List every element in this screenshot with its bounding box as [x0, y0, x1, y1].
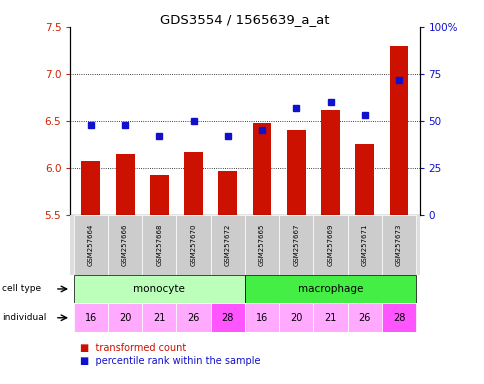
Text: individual: individual	[2, 313, 46, 322]
Bar	[210, 215, 244, 275]
Bar	[381, 303, 415, 332]
Bar	[218, 171, 237, 215]
Bar	[81, 161, 100, 215]
Text: GSM257666: GSM257666	[122, 223, 128, 266]
Text: 21: 21	[153, 313, 165, 323]
Text: GSM257665: GSM257665	[258, 223, 264, 266]
Bar	[176, 303, 210, 332]
Bar	[320, 110, 339, 215]
Bar	[286, 130, 305, 215]
Bar	[347, 215, 381, 275]
Text: ■  transformed count: ■ transformed count	[80, 343, 186, 353]
Bar	[74, 303, 108, 332]
Text: 20: 20	[119, 313, 131, 323]
Bar	[184, 152, 203, 215]
Bar	[74, 215, 108, 275]
Text: cell type: cell type	[2, 285, 42, 293]
Bar	[244, 275, 415, 303]
Bar	[279, 303, 313, 332]
Bar	[108, 303, 142, 332]
Bar	[279, 215, 313, 275]
Bar	[244, 303, 279, 332]
Text: GSM257670: GSM257670	[190, 223, 196, 266]
Bar	[176, 215, 210, 275]
Text: 21: 21	[324, 313, 336, 323]
Bar	[142, 215, 176, 275]
Bar	[252, 123, 271, 215]
Text: GSM257668: GSM257668	[156, 223, 162, 266]
Text: GSM257673: GSM257673	[395, 223, 401, 266]
Text: 26: 26	[187, 313, 199, 323]
Text: 16: 16	[256, 313, 268, 323]
Text: GSM257664: GSM257664	[88, 223, 94, 266]
Text: GSM257671: GSM257671	[361, 223, 367, 266]
Bar	[142, 303, 176, 332]
Title: GDS3554 / 1565639_a_at: GDS3554 / 1565639_a_at	[160, 13, 329, 26]
Text: monocyte: monocyte	[133, 284, 185, 294]
Bar	[108, 215, 142, 275]
Text: ■  percentile rank within the sample: ■ percentile rank within the sample	[80, 356, 260, 366]
Text: 16: 16	[85, 313, 97, 323]
Bar	[355, 144, 373, 215]
Text: macrophage: macrophage	[297, 284, 363, 294]
Bar	[347, 303, 381, 332]
Text: 26: 26	[358, 313, 370, 323]
Text: 28: 28	[392, 313, 404, 323]
Text: GSM257669: GSM257669	[327, 223, 333, 266]
Bar	[116, 154, 134, 215]
Text: GSM257672: GSM257672	[225, 223, 230, 266]
Bar	[381, 215, 415, 275]
Bar	[74, 275, 244, 303]
Bar	[313, 215, 347, 275]
Text: GSM257667: GSM257667	[293, 223, 299, 266]
Text: 20: 20	[289, 313, 302, 323]
Bar	[150, 175, 168, 215]
Bar	[313, 303, 347, 332]
Bar	[389, 46, 408, 215]
Bar	[244, 215, 279, 275]
Bar	[210, 303, 244, 332]
Text: 28: 28	[221, 313, 233, 323]
